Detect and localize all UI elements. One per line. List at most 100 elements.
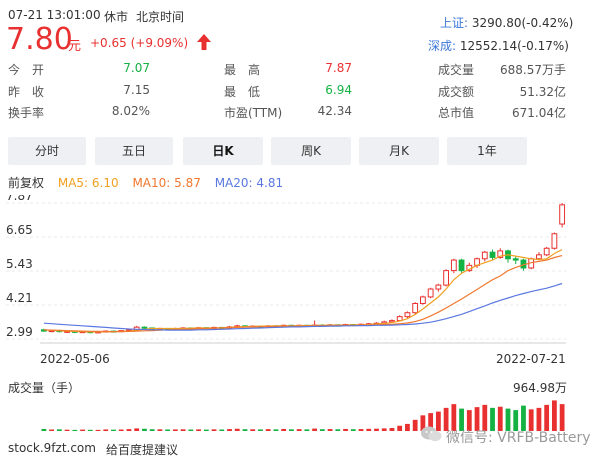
- volume-bar: [180, 429, 186, 431]
- stat-label: 最 低: [224, 85, 261, 99]
- stat-label: 昨 收: [8, 85, 45, 99]
- volume-bar: [296, 429, 302, 431]
- volume-chart: [41, 400, 565, 431]
- volume-bar: [490, 407, 495, 431]
- volume-bar: [513, 410, 519, 431]
- wechat-icon: [421, 426, 442, 442]
- volume-bar: [211, 429, 217, 431]
- volume-bar: [56, 429, 62, 431]
- volume-bar: [343, 428, 348, 431]
- volume-bar: [397, 425, 403, 431]
- volume-bar: [234, 428, 240, 431]
- volume-bar: [281, 428, 287, 431]
- volume-bar: [505, 408, 511, 431]
- volume-bar: [103, 429, 109, 431]
- stat-value: 7.15: [123, 83, 150, 97]
- volume-bar: [358, 429, 364, 431]
- x-tick-label: 2022-05-06: [40, 352, 110, 366]
- volume-bar: [265, 429, 271, 431]
- candle-body: [559, 204, 566, 225]
- tab-one-year[interactable]: 1年: [447, 137, 527, 165]
- volume-bar: [41, 428, 47, 431]
- y-tick-label: 2.99: [6, 325, 33, 339]
- stat-value: 6.94: [325, 83, 352, 97]
- kline-chart[interactable]: 7.87 6.65 5.43 4.21 2.99 2022-05-06 2022-07-21: [0, 195, 597, 370]
- stat-value: 688.57万手: [500, 63, 566, 77]
- tab-intraday[interactable]: 分时: [8, 137, 86, 165]
- tab-weekly-k[interactable]: 周K: [271, 137, 351, 165]
- ma5-label: MA5: 6.10: [57, 176, 119, 190]
- volume-bar: [87, 429, 93, 431]
- volume-bar: [420, 415, 426, 431]
- tab-daily-k[interactable]: 日K: [183, 137, 263, 165]
- volume-bar: [242, 429, 248, 431]
- volume-bar: [350, 429, 356, 431]
- ma20-line: [43, 282, 563, 331]
- index-shanghai-label: 上证:: [440, 16, 469, 30]
- stat-label: 换手率: [8, 106, 45, 120]
- candle-body: [536, 254, 542, 260]
- stat-label: 总市值: [438, 106, 475, 120]
- current-price: 7.80: [6, 22, 73, 57]
- volume-bar: [459, 408, 464, 431]
- volume-bar: [227, 429, 232, 431]
- candle-body: [551, 233, 558, 249]
- ma10-label: MA10: 5.87: [132, 176, 201, 190]
- volume-bar: [319, 429, 325, 431]
- volume-bar: [273, 429, 279, 431]
- price-change: +0.65 (+9.09%): [90, 36, 189, 50]
- volume-bar: [250, 429, 256, 431]
- volume-bar: [134, 428, 140, 431]
- volume-bar: [157, 429, 163, 431]
- volume-bar: [381, 428, 387, 431]
- volume-bar: [544, 404, 550, 431]
- stat-label: 今 开: [8, 63, 45, 77]
- volume-bar: [551, 400, 557, 431]
- volume-bar: [219, 429, 225, 431]
- volume-bar: [521, 405, 526, 431]
- tab-five-day[interactable]: 五日: [95, 137, 173, 165]
- datetime: 07-21 13:01:00: [8, 8, 101, 22]
- x-tick-label: 2022-07-21: [496, 352, 566, 366]
- stat-value: 671.04亿: [512, 106, 566, 120]
- ma10-line: [43, 255, 563, 333]
- volume-bar: [389, 428, 395, 431]
- candle-body: [443, 270, 450, 286]
- stat-label: 成交额: [438, 85, 475, 99]
- volume-bar: [536, 407, 542, 431]
- candle-body: [427, 288, 434, 298]
- volume-bar: [80, 429, 85, 431]
- volume-bar: [95, 429, 101, 431]
- volume-bar: [335, 429, 341, 431]
- candle-body: [419, 296, 426, 304]
- stat-label: 市盈(TTM): [224, 106, 283, 120]
- index-shenzhen[interactable]: 深成: 12552.14(-0.17%): [428, 37, 569, 54]
- candle-body: [450, 259, 457, 272]
- tab-monthly-k[interactable]: 月K: [359, 137, 439, 165]
- stat-label: 最 高: [224, 63, 261, 77]
- candle-body: [141, 326, 148, 329]
- candle-body: [435, 284, 442, 290]
- volume-bar: [412, 419, 418, 431]
- volume-bar: [118, 429, 124, 431]
- volume-bar: [451, 404, 457, 431]
- volume-bar: [482, 404, 488, 431]
- volume-bar: [366, 428, 372, 431]
- volume-bar: [203, 429, 209, 431]
- volume-bar: [559, 404, 565, 431]
- volume-bar: [72, 429, 78, 431]
- ma-legend: 前复权 MA5: 6.10 MA10: 5.87 MA20: 4.81: [8, 174, 283, 191]
- y-tick-label: 5.43: [6, 257, 33, 271]
- volume-bar: [435, 411, 441, 431]
- volume-bar: [443, 407, 449, 431]
- market-status: 休市: [104, 10, 129, 24]
- candle-body: [489, 251, 496, 258]
- volume-bar: [126, 429, 132, 431]
- feedback-link[interactable]: 给百度提建议: [106, 443, 179, 457]
- stat-value: 51.32亿: [519, 85, 566, 99]
- site-link[interactable]: stock.9fzt.com: [8, 441, 96, 455]
- volume-bar: [142, 428, 147, 431]
- candle-body: [389, 320, 395, 323]
- price-unit: 元: [68, 39, 82, 54]
- index-shanghai[interactable]: 上证: 3290.80(-0.42%): [440, 14, 573, 31]
